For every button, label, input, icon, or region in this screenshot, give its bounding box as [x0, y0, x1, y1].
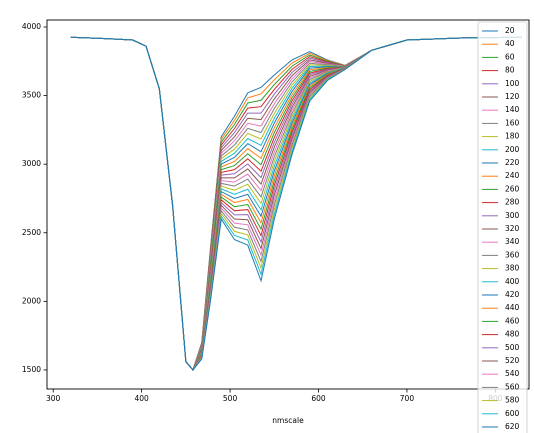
legend-label: 60: [505, 52, 515, 61]
y-tick-label: 4000: [22, 22, 41, 31]
y-tick-label: 3000: [22, 159, 41, 168]
legend-label: 460: [505, 316, 520, 325]
legend-box: [477, 21, 528, 433]
series-line: [70, 36, 522, 371]
series-line: [70, 36, 522, 371]
series-line: [70, 36, 522, 371]
legend-label: 580: [505, 396, 520, 405]
series-line: [70, 36, 522, 371]
x-tick-label: 500: [223, 394, 238, 403]
legend-label: 440: [505, 303, 520, 312]
series-line: [70, 36, 522, 371]
legend-label: 600: [505, 409, 520, 418]
legend-label: 380: [505, 264, 520, 273]
legend-label: 260: [505, 184, 520, 193]
legend-label: 620: [505, 422, 520, 431]
series-line: [70, 36, 522, 371]
series-line: [70, 36, 522, 371]
series-line: [70, 36, 522, 371]
legend-label: 220: [505, 158, 520, 167]
legend-label: 140: [505, 105, 520, 114]
legend-label: 560: [505, 382, 520, 391]
legend-label: 300: [505, 211, 520, 220]
series-line: [70, 36, 522, 371]
legend-label: 500: [505, 343, 520, 352]
legend-label: 480: [505, 330, 520, 339]
legend-label: 100: [505, 79, 520, 88]
series-line: [70, 36, 522, 371]
plot-lines: [70, 36, 522, 371]
plot-frame: [46, 19, 530, 390]
x-axis-label: nmscale: [272, 416, 304, 425]
legend-label: 540: [505, 369, 520, 378]
series-line: [70, 36, 522, 371]
series-line: [70, 36, 522, 371]
y-tick-label: 1500: [22, 365, 41, 374]
legend-label: 280: [505, 198, 520, 207]
series-line: [70, 36, 522, 371]
series-line: [70, 36, 522, 371]
legend-label: 340: [505, 237, 520, 246]
series-line: [70, 36, 522, 371]
series-line: [70, 36, 522, 371]
legend-label: 20: [505, 26, 515, 35]
y-tick-label: 2000: [22, 296, 41, 305]
series-line: [70, 36, 522, 371]
series-line: [70, 36, 522, 371]
legend-label: 360: [505, 250, 520, 259]
y-tick-label: 2500: [22, 228, 41, 237]
series-line: [70, 36, 522, 371]
series-line: [70, 36, 522, 371]
series-line: [70, 36, 522, 371]
x-tick-label: 300: [46, 394, 61, 403]
legend-label: 160: [505, 118, 520, 127]
legend-label: 400: [505, 277, 520, 286]
series-line: [70, 36, 522, 371]
y-tick-label: 3500: [22, 91, 41, 100]
legend-label: 80: [505, 66, 515, 75]
series-line: [70, 36, 522, 371]
legend-label: 40: [505, 39, 515, 48]
legend-label: 120: [505, 92, 520, 101]
x-tick-label: 700: [400, 394, 415, 403]
series-line: [70, 36, 522, 371]
series-line: [70, 36, 522, 371]
series-line: [70, 36, 522, 371]
x-tick-label: 400: [134, 394, 149, 403]
series-line: [70, 36, 522, 371]
series-line: [70, 36, 522, 371]
legend-label: 420: [505, 290, 520, 299]
series-line: [70, 36, 522, 371]
legend-label: 320: [505, 224, 520, 233]
series-line: [70, 36, 522, 371]
legend-label: 240: [505, 171, 520, 180]
legend-label: 520: [505, 356, 520, 365]
legend-label: 180: [505, 132, 520, 141]
x-tick-label: 600: [311, 394, 326, 403]
legend-label: 200: [505, 145, 520, 154]
series-line: [70, 36, 522, 371]
